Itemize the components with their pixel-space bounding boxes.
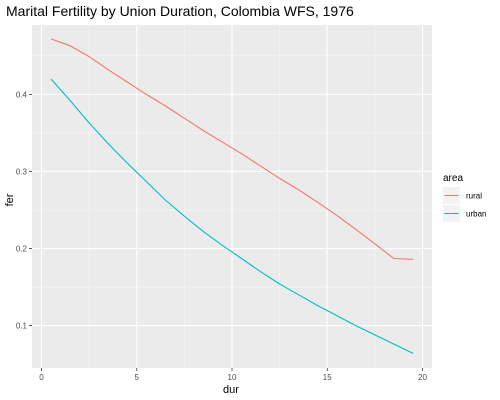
series-lines: [50, 38, 414, 354]
series-line-rural: [50, 38, 414, 260]
x-tick-label: 20: [418, 373, 427, 382]
x-tick-label: 10: [228, 373, 237, 382]
x-axis-title: dur: [223, 384, 239, 396]
x-axis: 0 5 10 15 20: [39, 368, 427, 382]
legend: area rural urban: [443, 173, 486, 222]
x-tick-label: 15: [323, 373, 332, 382]
grid-major: [32, 25, 432, 368]
y-axis-title: fer: [4, 193, 16, 206]
y-tick-label: 0.1: [16, 322, 28, 331]
x-tick-label: 0: [39, 373, 44, 382]
chart-title: Marital Fertility by Union Duration, Col…: [6, 3, 354, 19]
series-line-urban: [50, 78, 414, 354]
legend-label-rural: rural: [466, 192, 482, 201]
y-tick-label: 0.2: [16, 245, 28, 254]
y-tick-label: 0.4: [16, 90, 28, 99]
x-tick-label: 5: [135, 373, 140, 382]
y-tick-label: 0.3: [16, 167, 28, 176]
legend-label-urban: urban: [466, 210, 486, 219]
legend-title: area: [443, 173, 463, 184]
y-axis: 0.1 0.2 0.3 0.4: [16, 90, 32, 331]
